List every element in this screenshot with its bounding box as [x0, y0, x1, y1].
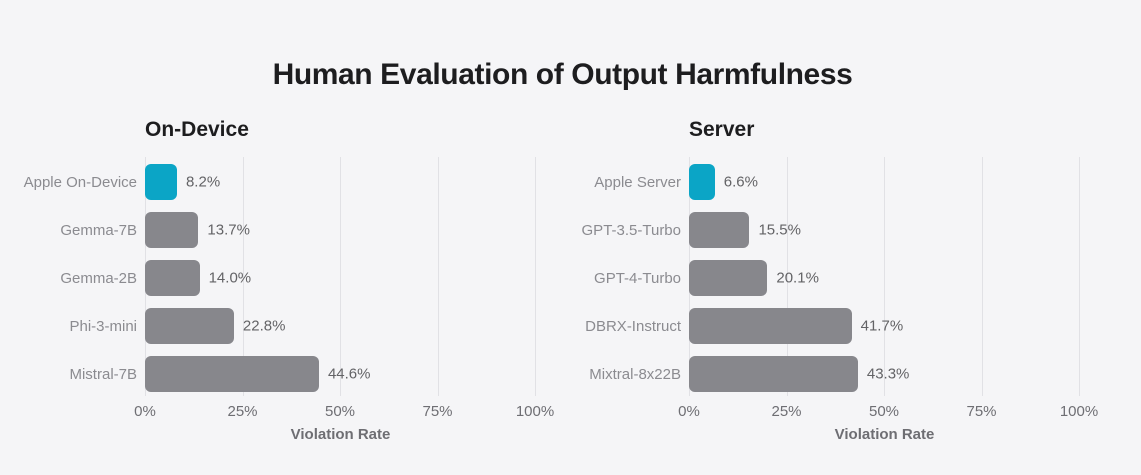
bar-row: Gemma-2B 14.0%: [0, 254, 544, 302]
x-tick-label: 25%: [227, 403, 258, 420]
x-tick-label: 0%: [678, 403, 700, 420]
x-tick-label: 100%: [515, 403, 555, 420]
bar-track: 22.8%: [145, 308, 544, 344]
bar: [145, 308, 234, 344]
bar-track: 6.6%: [689, 164, 1088, 200]
category-label: Phi-3-mini: [69, 317, 137, 335]
highlight-bar: [145, 164, 177, 200]
x-axis-title: Violation Rate: [290, 426, 391, 443]
chart-subtitle-on-device: On-Device: [145, 118, 249, 141]
gridline: [242, 157, 244, 396]
value-label: 13.7%: [207, 221, 250, 239]
bar-track: 41.7%: [689, 308, 1088, 344]
gridline: [437, 157, 439, 396]
value-label: 15.5%: [758, 221, 801, 239]
gridline: [884, 157, 885, 396]
value-label: 14.0%: [208, 269, 252, 287]
x-axis-ticks: 0% 25% 50% 75% 100%: [134, 403, 554, 421]
bar-row: DBRX-Instruct 41.7%: [544, 302, 1088, 350]
bar-row: Mixtral-8x22B 43.3%: [544, 350, 1088, 398]
bar: [689, 308, 852, 344]
category-label: GPT-4-Turbo: [594, 269, 681, 287]
bar-row: GPT-4-Turbo 20.1%: [544, 254, 1088, 302]
chart-server: Server Apple Server 6.6% GPT-3.5-Turbo 15.5…: [544, 112, 1099, 452]
x-axis-ticks: 0% 25% 50% 75% 100%: [678, 403, 1098, 421]
bar: [145, 212, 199, 248]
gridline: [1079, 157, 1080, 396]
gridline: [535, 157, 536, 396]
page-title: Human Evaluation of Output Harmfulness: [272, 58, 853, 91]
bar-track: 44.6%: [145, 356, 544, 392]
bar: [145, 356, 319, 392]
bar: [689, 260, 768, 296]
x-tick-label: 100%: [1059, 403, 1099, 420]
bar: [689, 212, 750, 248]
category-label: Apple Server: [594, 173, 681, 191]
value-label: 41.7%: [860, 317, 904, 335]
chart-on-device: On-Device Apple On-Device 8.2% Gemma-7B 13.…: [0, 112, 555, 452]
bar-track: 20.1%: [689, 260, 1088, 296]
bar-row: Mistral-7B 44.6%: [0, 350, 544, 398]
bar-row: GPT-3.5-Turbo 15.5%: [544, 206, 1088, 254]
gridline: [786, 157, 788, 396]
bar-row: Phi-3-mini 22.8%: [0, 302, 544, 350]
bar: [689, 356, 858, 392]
gridline: [340, 157, 341, 396]
chart-subtitle-server: Server: [689, 118, 755, 141]
x-tick-label: 75%: [422, 403, 453, 420]
category-label: Gemma-2B: [60, 269, 137, 287]
x-axis-title: Violation Rate: [834, 426, 935, 443]
bar-track: 15.5%: [689, 212, 1088, 248]
x-tick-label: 75%: [966, 403, 997, 420]
bar-rows: Apple On-Device 8.2% Gemma-7B 13.7% Gemma-2B…: [0, 158, 544, 398]
value-label: 20.1%: [776, 269, 819, 287]
gridline: [981, 157, 983, 396]
bar-track: 14.0%: [145, 260, 544, 296]
x-tick-label: 0%: [134, 403, 156, 420]
bar-row: Apple Server 6.6%: [544, 158, 1088, 206]
value-label: 6.6%: [723, 173, 758, 191]
bar-track: 8.2%: [145, 164, 544, 200]
category-label: Gemma-7B: [60, 221, 137, 239]
value-label: 43.3%: [866, 365, 910, 383]
x-tick-label: 50%: [324, 403, 356, 420]
bar-row: Apple On-Device 8.2%: [0, 158, 544, 206]
bar-row: Gemma-7B 13.7%: [0, 206, 544, 254]
category-label: Mistral-7B: [69, 365, 137, 383]
x-tick-label: 50%: [868, 403, 900, 420]
value-label: 8.2%: [185, 173, 221, 191]
bar-rows: Apple Server 6.6% GPT-3.5-Turbo 15.5% GPT-4-…: [544, 158, 1088, 398]
x-tick-label: 25%: [771, 403, 802, 420]
bar-track: 43.3%: [689, 356, 1088, 392]
category-label: Apple On-Device: [23, 173, 137, 191]
category-label: Mixtral-8x22B: [589, 365, 681, 383]
highlight-bar: [689, 164, 715, 200]
bar-track: 13.7%: [145, 212, 544, 248]
value-label: 22.8%: [242, 317, 286, 335]
category-label: DBRX-Instruct: [585, 317, 681, 335]
charts-container: On-Device Apple On-Device 8.2% Gemma-7B 13.…: [0, 112, 1099, 452]
value-label: 44.6%: [327, 365, 371, 383]
category-label: GPT-3.5-Turbo: [581, 221, 681, 239]
bar: [145, 260, 200, 296]
